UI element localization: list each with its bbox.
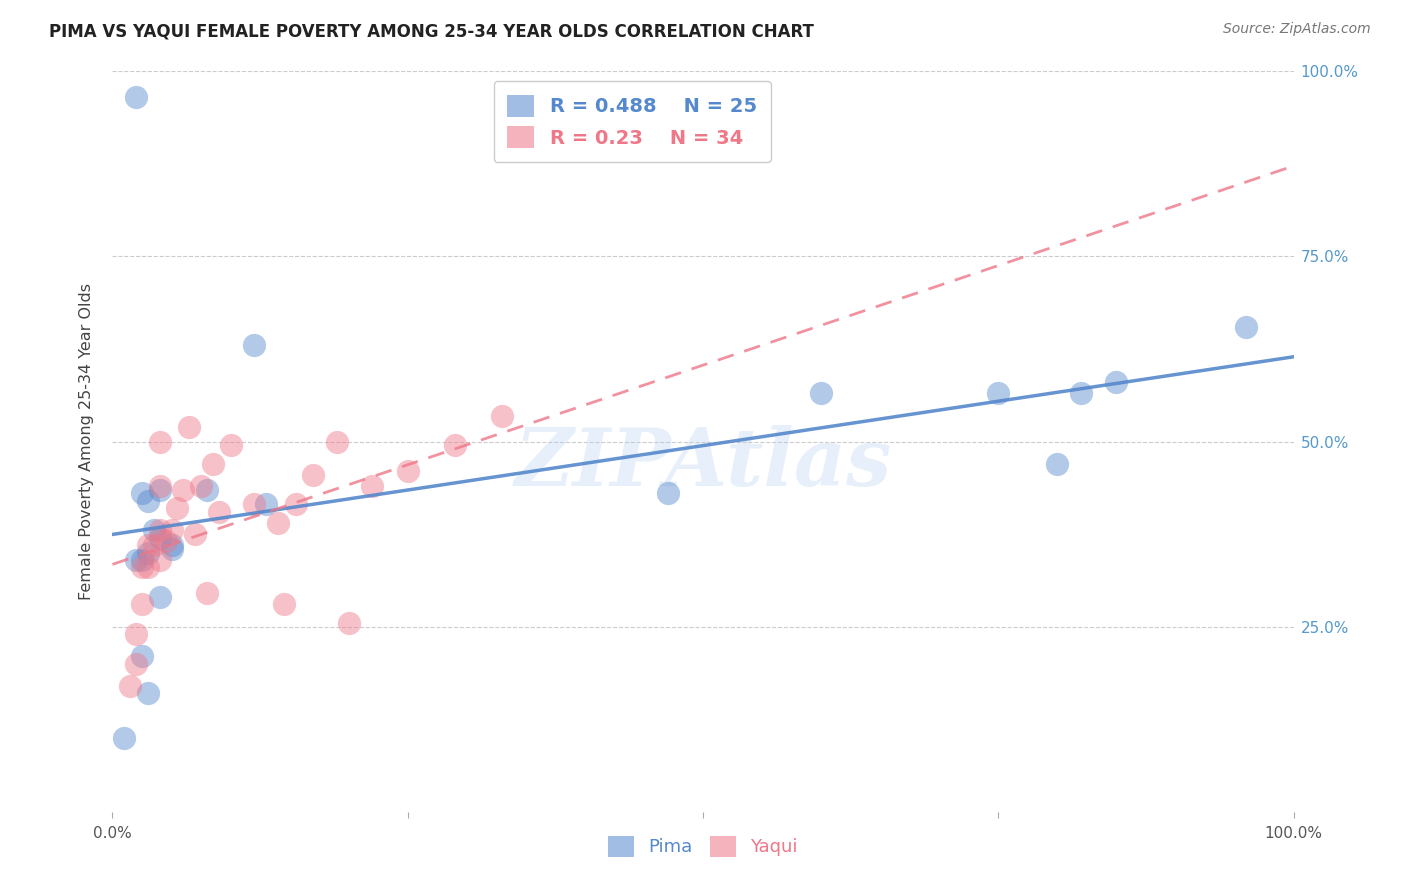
Point	[136, 546, 159, 560]
Point	[149, 524, 172, 538]
Point	[142, 538, 165, 552]
Point	[125, 90, 148, 104]
Point	[155, 534, 177, 549]
Point	[149, 483, 172, 497]
Point	[160, 538, 183, 552]
Point	[166, 501, 188, 516]
Point	[120, 679, 142, 693]
Point	[112, 731, 135, 745]
Point	[149, 590, 172, 604]
Y-axis label: Female Poverty Among 25-34 Year Olds: Female Poverty Among 25-34 Year Olds	[79, 283, 94, 600]
Point	[136, 493, 159, 508]
Point	[337, 615, 360, 630]
Point	[149, 531, 172, 545]
Point	[160, 524, 183, 538]
Point	[131, 553, 153, 567]
Point	[208, 505, 231, 519]
Text: PIMA VS YAQUI FEMALE POVERTY AMONG 25-34 YEAR OLDS CORRELATION CHART: PIMA VS YAQUI FEMALE POVERTY AMONG 25-34…	[49, 22, 814, 40]
Point	[184, 527, 207, 541]
Point	[987, 386, 1010, 401]
Point	[1105, 376, 1128, 390]
Point	[136, 538, 159, 552]
Point	[149, 553, 172, 567]
Text: ZIPAtlas: ZIPAtlas	[515, 425, 891, 502]
Point	[195, 483, 218, 497]
Point	[142, 524, 165, 538]
Point	[1070, 386, 1092, 401]
Point	[810, 386, 832, 401]
Point	[131, 560, 153, 574]
Point	[136, 560, 159, 574]
Point	[131, 649, 153, 664]
Point	[125, 627, 148, 641]
Point	[160, 541, 183, 556]
Point	[491, 409, 513, 423]
Point	[267, 516, 290, 530]
Point	[172, 483, 194, 497]
Point	[254, 498, 277, 512]
Point	[273, 598, 295, 612]
Point	[326, 434, 349, 449]
Point	[243, 338, 266, 352]
Point	[136, 686, 159, 700]
Point	[131, 598, 153, 612]
Point	[243, 498, 266, 512]
Point	[125, 657, 148, 671]
Point	[444, 438, 467, 452]
Legend: Pima, Yaqui: Pima, Yaqui	[596, 823, 810, 870]
Point	[219, 438, 242, 452]
Point	[179, 419, 201, 434]
Point	[201, 457, 224, 471]
Point	[190, 479, 212, 493]
Point	[195, 586, 218, 600]
Text: Source: ZipAtlas.com: Source: ZipAtlas.com	[1223, 22, 1371, 37]
Point	[396, 464, 419, 478]
Point	[149, 479, 172, 493]
Point	[302, 467, 325, 482]
Point	[657, 486, 679, 500]
Point	[284, 498, 307, 512]
Point	[361, 479, 384, 493]
Point	[125, 553, 148, 567]
Point	[1046, 457, 1069, 471]
Point	[131, 486, 153, 500]
Point	[1234, 319, 1257, 334]
Point	[149, 434, 172, 449]
